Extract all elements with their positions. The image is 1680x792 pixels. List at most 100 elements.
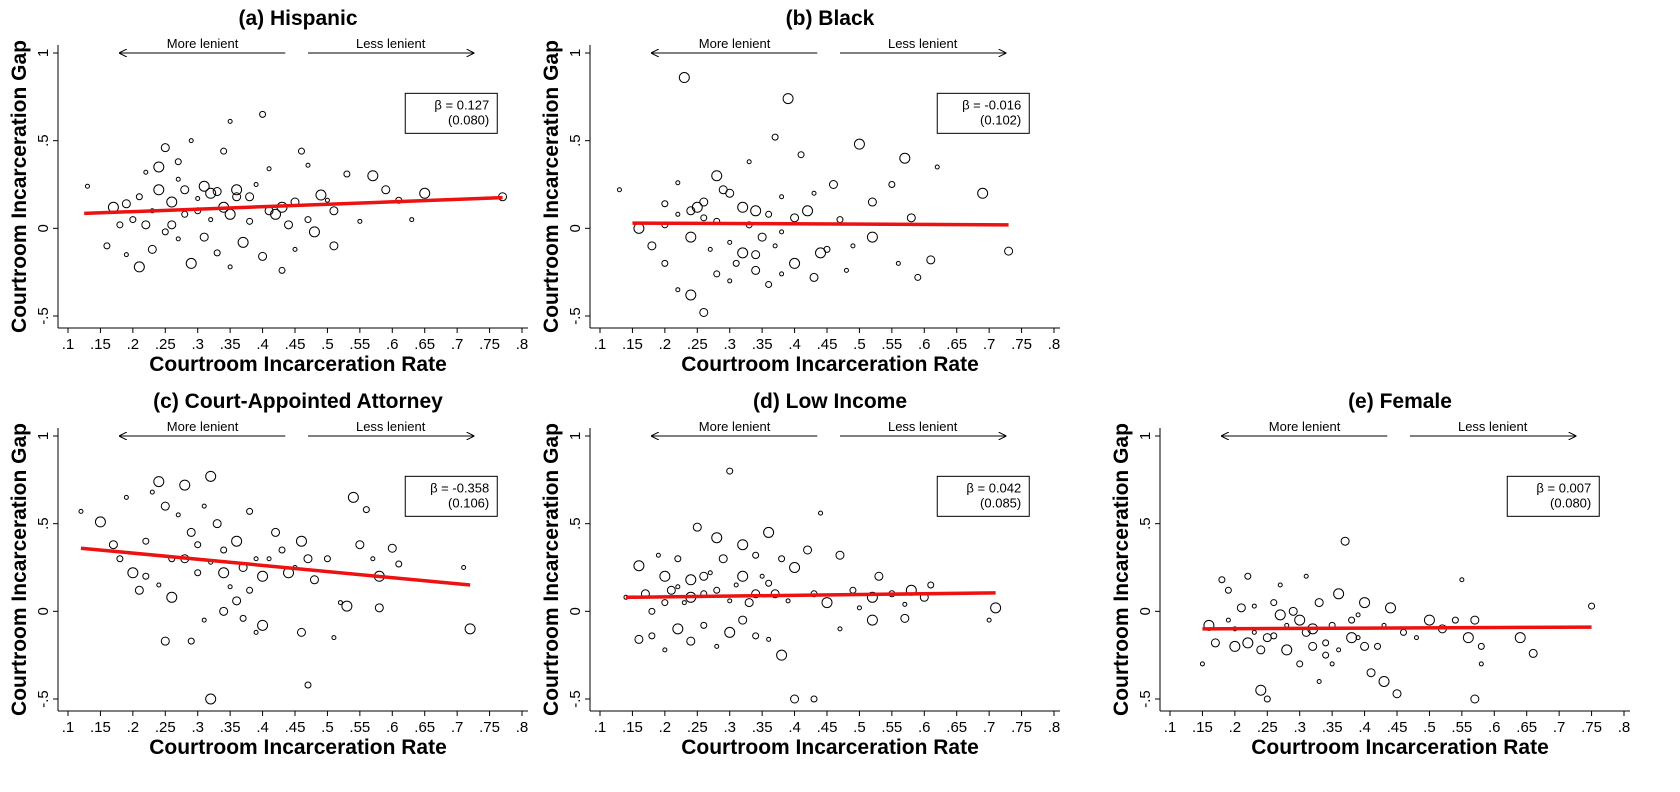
scatter-point (160, 143, 170, 153)
scatter-point (634, 634, 644, 644)
scatter-point (726, 467, 734, 475)
y-tick-label: 0 (567, 607, 584, 615)
x-tick-label: .65 (414, 719, 435, 736)
scatter-point (633, 560, 645, 572)
scatter-point (341, 600, 353, 612)
scatter-point (1477, 642, 1485, 650)
scatter-point (245, 192, 255, 202)
x-axis-title: Courtroom Incarceration Rate (1251, 736, 1549, 759)
scatter-point (843, 267, 849, 273)
scatter-point (902, 601, 908, 607)
x-tick-label: .15 (90, 719, 111, 736)
scatter-point (685, 574, 697, 586)
x-tick-label: .2 (127, 336, 140, 353)
x-tick-label: .7 (1553, 719, 1566, 736)
label-more-lenient: More lenient (699, 419, 771, 434)
beta-se: (0.085) (980, 495, 1021, 510)
y-tick-label: .5 (567, 517, 584, 530)
scatter-point (874, 571, 884, 581)
scatter-point (194, 541, 202, 549)
scatter-point (1225, 617, 1231, 623)
scatter-point (1242, 637, 1254, 649)
scatter-point (195, 196, 201, 202)
scatter-point (357, 218, 363, 224)
scatter-point (253, 629, 259, 635)
scatter-point (1470, 615, 1480, 625)
x-tick-label: .6 (386, 719, 399, 736)
x-axis-title: Courtroom Incarceration Rate (149, 736, 447, 759)
scatter-point (160, 636, 170, 646)
scatter-point (1296, 660, 1304, 668)
scatter-point (246, 586, 254, 594)
scatter-point (1270, 632, 1278, 640)
x-tick-label: .3 (1293, 719, 1306, 736)
y-tick-label: -.5 (1137, 690, 1154, 708)
scatter-point (914, 273, 922, 281)
scatter-point (648, 607, 656, 615)
scatter-point (1346, 632, 1358, 644)
beta-se: (0.080) (448, 112, 489, 127)
x-tick-label: .5 (321, 719, 334, 736)
x-tick-label: .3 (723, 719, 736, 736)
scatter-point (186, 527, 196, 537)
scatter-point (757, 232, 767, 242)
scatter-point (187, 637, 195, 645)
x-tick-label: .25 (155, 336, 176, 353)
scatter-point (1340, 536, 1350, 546)
y-axis-title: Courtroom Incarceration Gap (540, 40, 563, 333)
x-tick-label: .75 (479, 336, 500, 353)
scatter-point (1336, 647, 1342, 653)
scatter-point (782, 93, 794, 105)
scatter-point (790, 213, 800, 223)
x-tick-label: .6 (1488, 719, 1501, 736)
scatter-point (835, 550, 845, 560)
scatter-point (836, 216, 844, 224)
scatter-point (752, 551, 760, 559)
scatter-point (707, 246, 713, 252)
x-tick-label: .35 (1322, 719, 1343, 736)
scatter-point (309, 575, 319, 585)
scatter-point (166, 591, 178, 603)
scatter-point (675, 287, 681, 293)
scatter-point (751, 265, 761, 275)
scatter-point (278, 546, 286, 554)
scatter-point (367, 170, 379, 182)
scatter-point (94, 516, 106, 528)
scatter-point (1316, 678, 1322, 684)
x-tick-label: .75 (479, 719, 500, 736)
scatter-point (1199, 661, 1205, 667)
scatter-point (362, 506, 370, 514)
scatter-point (409, 217, 415, 223)
x-tick-label: .2 (659, 719, 672, 736)
scatter-point (692, 522, 702, 532)
scatter-point (381, 185, 391, 195)
scatter-point (718, 185, 728, 195)
scatter-point (700, 621, 708, 629)
beta-value: β = -0.358 (430, 480, 489, 495)
scatter-point (166, 196, 178, 208)
label-less-lenient: Less lenient (1458, 419, 1528, 434)
scatter-point (810, 695, 818, 703)
scatter-point (1308, 641, 1318, 651)
x-tick-label: .6 (918, 336, 931, 353)
x-tick-label: .15 (90, 336, 111, 353)
scatter-point (713, 586, 721, 594)
scatter-point (297, 147, 305, 155)
y-tick-label: 0 (1137, 607, 1154, 615)
x-axis-title: Courtroom Incarceration Rate (149, 353, 447, 376)
scatter-point (724, 626, 736, 638)
x-tick-label: .6 (386, 336, 399, 353)
scatter-point (766, 636, 772, 642)
scatter-point (686, 206, 696, 216)
scatter-point (672, 623, 684, 635)
scatter-point (648, 632, 656, 640)
scatter-point (867, 197, 877, 207)
scatter-point (1004, 246, 1014, 256)
scatter-point (1236, 603, 1246, 613)
scatter-point (387, 543, 397, 553)
scatter-point (711, 170, 723, 182)
scatter-point (1355, 635, 1361, 641)
x-tick-label: .4 (788, 336, 801, 353)
x-tick-label: .8 (516, 336, 529, 353)
fit-line (84, 195, 503, 216)
